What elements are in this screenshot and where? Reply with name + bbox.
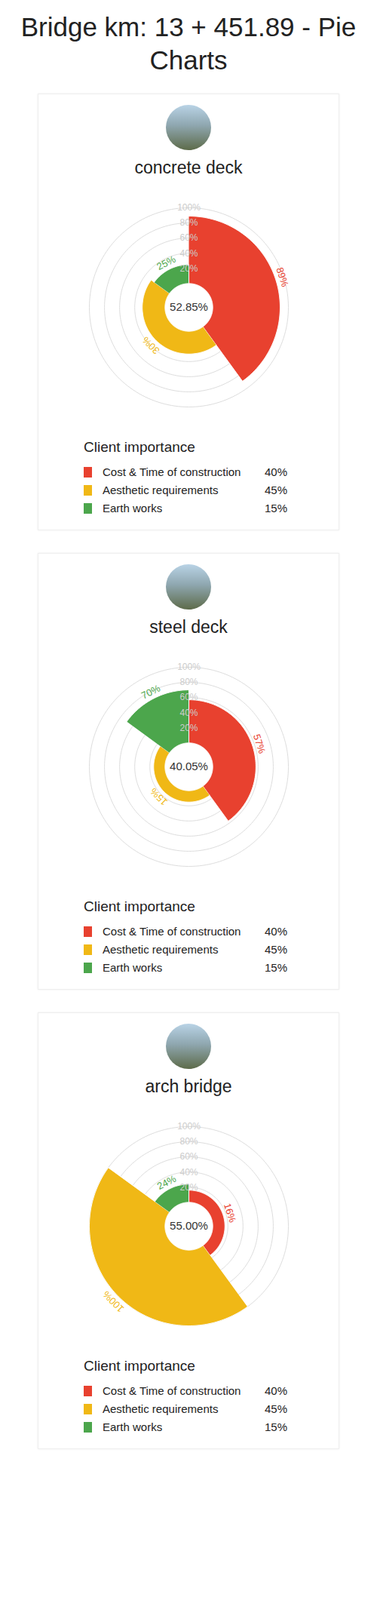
svg-text:100%: 100% (177, 1120, 201, 1131)
svg-text:16%: 16% (221, 1201, 239, 1224)
html-text:40%: 40% (264, 1383, 288, 1397)
html-text:steel deck: steel deck (149, 616, 228, 636)
svg-text:100%: 100% (177, 661, 201, 672)
svg-text:60%: 60% (179, 1150, 198, 1162)
svg-text:80%: 80% (179, 676, 198, 687)
svg-text:40%: 40% (179, 706, 198, 718)
svg-text:55.00%: 55.00% (169, 1218, 209, 1232)
html-text:Bridge km: 13 + 451.89 - Pie C: Bridge km: 13 + 451.89 - Pie Charts (20, 12, 357, 75)
html-text:Aesthetic requirements: Aesthetic requirements (102, 1401, 219, 1415)
html-text:Cost & Time of construction: Cost & Time of construction (102, 1383, 241, 1397)
svg-text:20%: 20% (179, 262, 198, 273)
html-text:Client importance: Client importance (83, 1356, 196, 1373)
svg-text:20%: 20% (179, 721, 198, 733)
svg-text:25%: 25% (154, 252, 178, 272)
svg-text:20%: 20% (179, 1180, 198, 1192)
svg-text:100%: 100% (100, 1287, 126, 1314)
svg-text:70%: 70% (139, 681, 163, 701)
svg-text:60%: 60% (179, 691, 198, 702)
svg-text:60%: 60% (179, 232, 198, 243)
svg-text:100%: 100% (177, 202, 201, 213)
html-text:Aesthetic requirements: Aesthetic requirements (102, 483, 219, 497)
svg-text:80%: 80% (179, 217, 198, 228)
html-text:15%: 15% (264, 1419, 288, 1433)
html-text:15%: 15% (264, 960, 288, 974)
svg-text:40%: 40% (179, 1165, 198, 1177)
html-text:40%: 40% (264, 924, 288, 938)
html-text:Earth works: Earth works (102, 501, 163, 515)
html-text:Client importance: Client importance (83, 438, 196, 455)
html-text:40%: 40% (264, 465, 288, 479)
html-text:Earth works: Earth works (102, 1419, 163, 1433)
svg-text:30%: 30% (139, 334, 162, 356)
html-text:Cost & Time of construction: Cost & Time of construction (102, 924, 241, 938)
html-text:Aesthetic requirements: Aesthetic requirements (102, 942, 219, 956)
svg-text:80%: 80% (179, 1135, 198, 1147)
html-text:Client importance: Client importance (83, 897, 196, 914)
svg-text:89%: 89% (274, 265, 292, 289)
svg-text:24%: 24% (155, 1171, 178, 1191)
html-text:15%: 15% (264, 501, 288, 515)
html-text:arch bridge: arch bridge (145, 1075, 232, 1096)
html-text:45%: 45% (264, 483, 288, 497)
svg-text:57%: 57% (251, 732, 268, 755)
html-text:Earth works: Earth works (102, 960, 163, 974)
svg-text:40.05%: 40.05% (169, 759, 209, 773)
svg-text:52.85%: 52.85% (169, 300, 209, 313)
html-text:Cost & Time of construction: Cost & Time of construction (102, 465, 241, 479)
html-text:concrete deck: concrete deck (134, 157, 243, 177)
html-text:45%: 45% (264, 1401, 288, 1415)
svg-text:40%: 40% (179, 247, 198, 258)
svg-text:15%: 15% (147, 784, 170, 807)
html-text:45%: 45% (264, 942, 288, 956)
